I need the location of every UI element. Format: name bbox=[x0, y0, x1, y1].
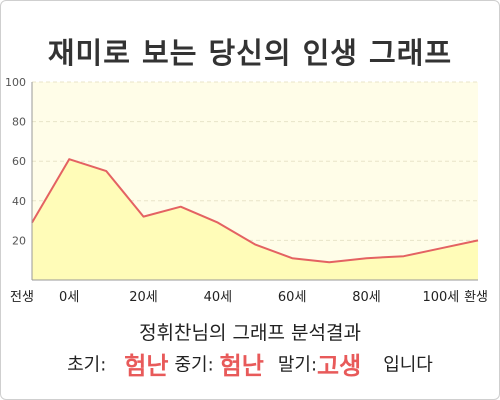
early-label: 초기: bbox=[67, 354, 107, 376]
x-tick-label: 80세 bbox=[352, 290, 381, 305]
y-tick-label: 80 bbox=[12, 116, 26, 129]
y-tick-label: 60 bbox=[12, 155, 26, 168]
life-area-fill bbox=[32, 159, 478, 280]
life-graph-chart: 20 40 60 80 100 전생 0세 20세 40세 60세 80세 100세 환생 bbox=[5, 76, 488, 305]
x-tick-label: 100세 bbox=[422, 290, 459, 305]
y-tick-label: 40 bbox=[12, 195, 26, 208]
late-label: 말기: bbox=[277, 354, 318, 376]
middle-value: 험난 bbox=[219, 352, 264, 380]
x-tick-label: 60세 bbox=[278, 290, 307, 305]
life-line bbox=[31, 158, 479, 264]
x-tick-label: 20세 bbox=[129, 290, 158, 305]
y-tick-label: 20 bbox=[12, 234, 26, 247]
early-value: 험난 bbox=[124, 352, 169, 380]
y-tick-label: 100 bbox=[5, 76, 26, 89]
x-tick-label: 40세 bbox=[204, 290, 233, 305]
x-tick-label: 전생 bbox=[10, 290, 34, 305]
x-tick-label: 0세 bbox=[59, 290, 79, 305]
result-heading: 정휘찬님의 그래프 분석결과 bbox=[139, 322, 361, 344]
result-suffix: 입니다 bbox=[383, 354, 433, 376]
middle-label: 중기: bbox=[174, 354, 214, 376]
late-value: 고생 bbox=[317, 352, 362, 380]
result-summary: 초기: 험난 중기: 험난 말기:고생 입니다 bbox=[0, 346, 500, 381]
x-tick-label: 환생 bbox=[464, 290, 488, 305]
page-title: 재미로 보는 당신의 인생 그래프 bbox=[47, 36, 453, 70]
